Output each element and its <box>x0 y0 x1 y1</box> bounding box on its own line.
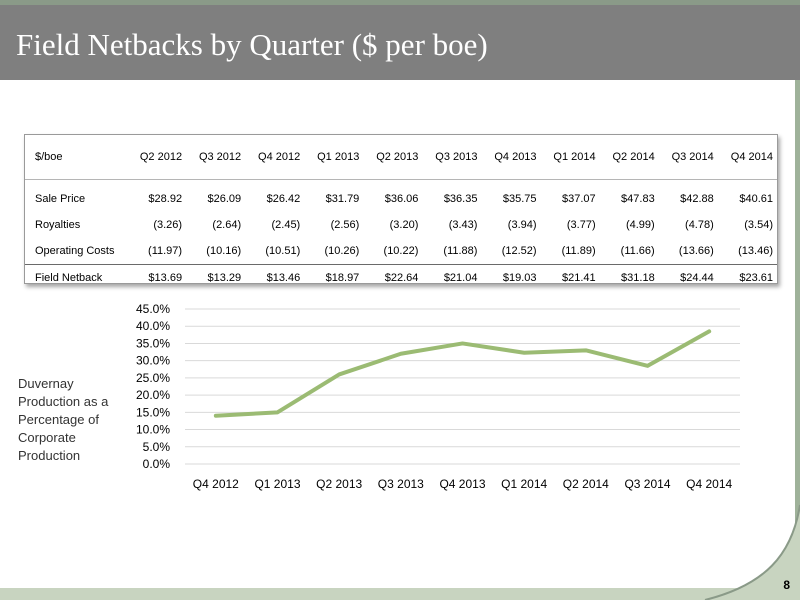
table-row: Sale Price $28.92 $26.09 $26.42 $31.79 $36.06… <box>25 180 777 213</box>
column-header: Q2 2013 <box>363 135 423 180</box>
y-tick-label: 5.0% <box>143 440 171 454</box>
x-tick-label: Q1 2014 <box>501 477 547 491</box>
table-cell: $37.07 <box>561 193 596 205</box>
column-header: Q2 2014 <box>599 135 659 180</box>
table-cell: (2.64) <box>212 219 242 231</box>
table-cell: $36.35 <box>443 193 478 205</box>
y-tick-label: 40.0% <box>136 319 170 333</box>
table-cell: $47.83 <box>621 193 655 205</box>
x-tick-label: Q3 2014 <box>624 477 670 491</box>
table-cell: (3.54) <box>744 219 773 231</box>
netback-table-grid: $/boe Q2 2012 Q3 2012 Q4 2012 Q1 2013 Q2 2013… <box>25 135 777 290</box>
table-cell: (10.22) <box>383 245 419 257</box>
table-cell: $19.03 <box>481 264 541 290</box>
table-cell: $13.29 <box>186 264 246 290</box>
x-tick-label: Q1 2013 <box>254 477 300 491</box>
table-cell: (4.78) <box>685 219 714 231</box>
row-label: Field Netback <box>25 264 127 290</box>
table-cell: (2.45) <box>271 219 301 231</box>
table-cell: (2.56) <box>330 219 360 231</box>
table-cell: (11.66) <box>620 245 655 257</box>
x-tick-label: Q4 2012 <box>193 477 239 491</box>
table-cell: $26.09 <box>207 193 242 205</box>
column-header: Q3 2012 <box>186 135 246 180</box>
table-cell: (3.94) <box>507 219 537 231</box>
y-tick-label: 15.0% <box>136 405 170 419</box>
y-tick-label: 30.0% <box>136 354 170 368</box>
y-tick-label: 35.0% <box>136 336 170 350</box>
table-row: Royalties (3.26) (2.64) (2.45) (2.56) (3.20) (… <box>25 212 777 238</box>
column-header: Q3 2014 <box>658 135 718 180</box>
page-title: Field Netbacks by Quarter ($ per boe) <box>16 27 488 62</box>
table-cell: $22.64 <box>363 264 423 290</box>
table-cell: $42.88 <box>680 193 714 205</box>
x-tick-label: Q2 2013 <box>316 477 362 491</box>
table-cell: (10.16) <box>206 245 242 257</box>
netback-table: $/boe Q2 2012 Q3 2012 Q4 2012 Q1 2013 Q2 2013… <box>24 134 778 290</box>
y-tick-label: 10.0% <box>136 423 170 437</box>
table-cell: $40.61 <box>739 193 773 205</box>
table-cell: (3.26) <box>153 219 183 231</box>
column-header: Q4 2013 <box>481 135 541 180</box>
y-tick-label: 0.0% <box>143 457 171 471</box>
y-tick-label: 25.0% <box>136 371 170 385</box>
slide-border <box>795 80 800 600</box>
table-cell: (11.97) <box>148 245 183 257</box>
y-tick-label: 20.0% <box>136 388 170 402</box>
table-cell: (3.43) <box>448 219 478 231</box>
table-header-row: $/boe Q2 2012 Q3 2012 Q4 2012 Q1 2013 Q2 2013… <box>25 135 777 180</box>
bottom-band <box>0 588 800 600</box>
table-cell: $26.42 <box>266 193 301 205</box>
row-label: Sale Price <box>35 193 86 205</box>
table-cell: $21.04 <box>422 264 482 290</box>
table-cell: (13.46) <box>738 245 773 257</box>
table-cell: (12.52) <box>501 245 537 257</box>
table-cell: (13.66) <box>678 245 714 257</box>
table-row: Operating Costs (11.97) (10.16) (10.51) (10.… <box>25 238 777 265</box>
table-cell: $35.75 <box>502 193 537 205</box>
series-line <box>213 329 712 418</box>
table-cell: (10.26) <box>324 245 360 257</box>
column-header: Q3 2013 <box>422 135 482 180</box>
row-label: Operating Costs <box>35 245 115 257</box>
column-header: Q2 2012 <box>127 135 187 180</box>
table-cell: $23.61 <box>717 264 777 290</box>
table-cell: $31.79 <box>325 193 360 205</box>
table-cell: (11.89) <box>561 245 596 257</box>
table-cell: (10.51) <box>265 245 301 257</box>
table-cell: $13.69 <box>127 264 187 290</box>
column-header: Q4 2014 <box>717 135 777 180</box>
column-header: Q1 2014 <box>540 135 600 180</box>
x-tick-label: Q4 2014 <box>686 477 732 491</box>
page-number: 8 <box>783 578 790 592</box>
table-cell: (4.99) <box>625 219 655 231</box>
row-label: Royalties <box>35 219 81 231</box>
table-cell: $21.41 <box>540 264 600 290</box>
table-total-row: Field Netback $13.69 $13.29 $13.46 $18.97 $22… <box>25 264 777 290</box>
chart-side-label: Duvernay Production as a Percentage of C… <box>18 376 109 463</box>
top-rule <box>0 0 800 5</box>
table-cell: $31.18 <box>599 264 659 290</box>
column-header: Q1 2013 <box>304 135 364 180</box>
table-cell: $36.06 <box>384 193 419 205</box>
table-cell: $18.97 <box>304 264 364 290</box>
x-tick-label: Q2 2014 <box>563 477 609 491</box>
table-cell: $13.46 <box>245 264 305 290</box>
table-cell: (3.77) <box>566 219 596 231</box>
title-bar: Field Netbacks by Quarter ($ per boe) <box>0 5 800 80</box>
table-cell: (3.20) <box>389 219 419 231</box>
table-cell: $28.92 <box>148 193 183 205</box>
x-tick-label: Q3 2013 <box>378 477 424 491</box>
x-tick-label: Q4 2013 <box>439 477 485 491</box>
table-corner-label: $/boe <box>25 135 127 180</box>
table-cell: $24.44 <box>658 264 718 290</box>
column-header: Q4 2012 <box>245 135 305 180</box>
table-cell: (11.88) <box>443 245 478 257</box>
y-tick-label: 45.0% <box>136 302 170 316</box>
